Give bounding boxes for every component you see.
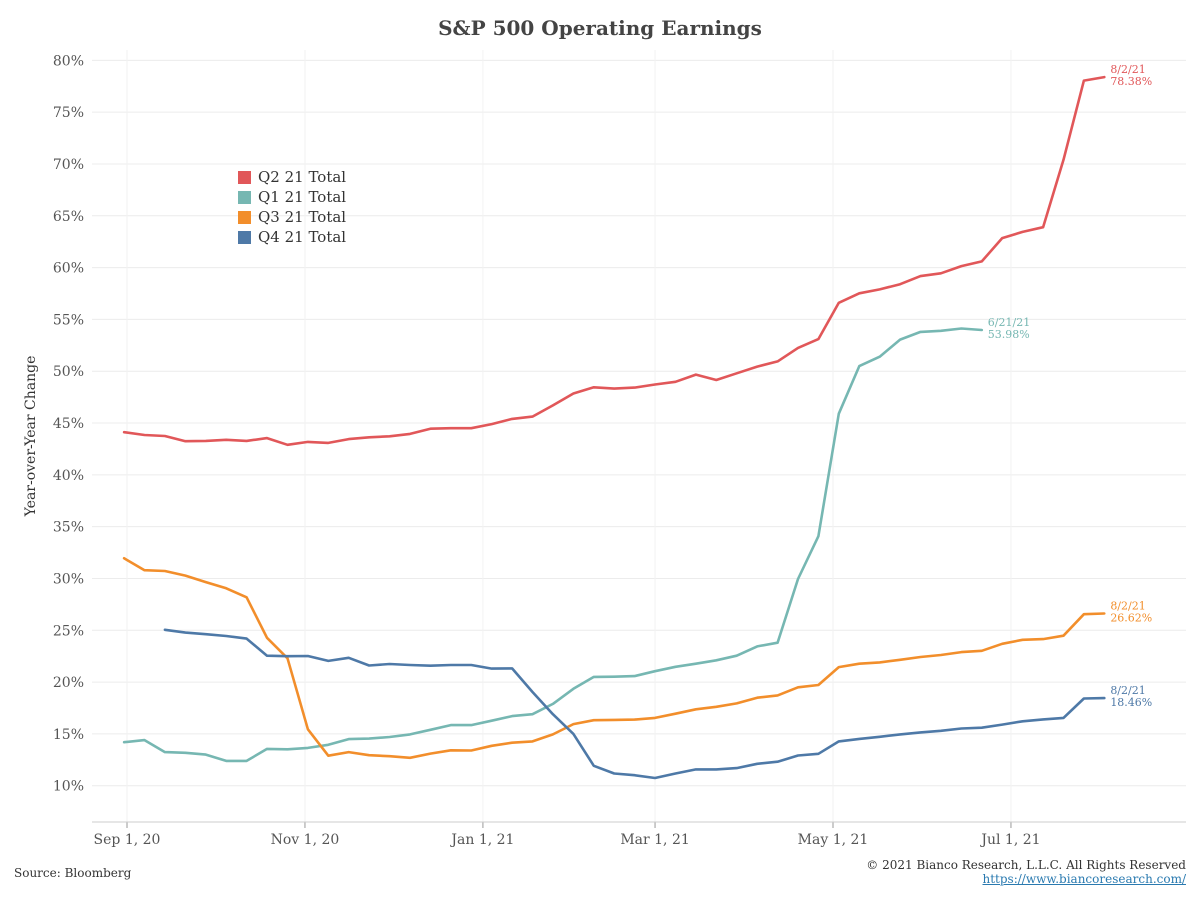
- chart-title: S&P 500 Operating Earnings: [438, 16, 762, 40]
- y-tick-label: 40%: [53, 468, 84, 484]
- y-tick-label: 15%: [53, 727, 84, 743]
- y-tick-label: 45%: [53, 416, 84, 432]
- x-tick-label: Jul 1, 21: [979, 832, 1040, 848]
- y-tick-label: 25%: [53, 623, 84, 639]
- legend-label: Q4 21 Total: [258, 228, 347, 246]
- series-line-q3-21-total: [122, 556, 1106, 760]
- y-tick-label: 70%: [53, 157, 84, 173]
- legend-label: Q3 21 Total: [258, 208, 347, 226]
- legend: Q2 21 Total Q1 21 Total Q3 21 Total Q4 21 T…: [238, 167, 346, 247]
- y-axis-title: Year-over-Year Change: [23, 356, 39, 518]
- y-tick-label: 20%: [53, 675, 84, 691]
- x-tick-label: Jan 1, 21: [449, 832, 514, 848]
- end-label-value: 26.62%: [1110, 612, 1152, 625]
- legend-item: Q4 21 Total: [238, 227, 346, 247]
- y-tick-label: 80%: [53, 53, 84, 69]
- legend-item: Q2 21 Total: [238, 167, 346, 187]
- copyright-block: © 2021 Bianco Research, L.L.C. All Right…: [866, 858, 1186, 886]
- y-tick-label: 75%: [53, 105, 84, 121]
- website-link[interactable]: https://www.biancoresearch.com/: [982, 872, 1186, 886]
- y-tick-label: 35%: [53, 520, 84, 536]
- x-axis: Sep 1, 20 Nov 1, 20 Jan 1, 21 Mar 1, 21 May …: [92, 821, 1186, 848]
- end-label-date: 8/2/21: [1110, 684, 1145, 697]
- y-tick-label: 10%: [53, 779, 84, 795]
- end-label-value: 53.98%: [988, 328, 1030, 341]
- end-label-date: 8/2/21: [1110, 600, 1145, 613]
- y-tick-label: 55%: [53, 312, 84, 328]
- end-label-date: 6/21/21: [988, 316, 1030, 329]
- end-label-value: 18.46%: [1110, 696, 1152, 709]
- end-label-value: 78.38%: [1110, 75, 1152, 88]
- end-label-date: 8/2/21: [1110, 63, 1145, 76]
- legend-item: Q1 21 Total: [238, 187, 346, 207]
- x-tick-label: Nov 1, 20: [271, 832, 340, 848]
- legend-swatch: [238, 210, 251, 224]
- copyright-text: © 2021 Bianco Research, L.L.C. All Right…: [866, 858, 1186, 872]
- y-tick-label: 30%: [53, 571, 84, 587]
- y-tick-label: 60%: [53, 261, 84, 277]
- x-tick-label: May 1, 21: [798, 832, 869, 848]
- gridlines: [92, 50, 1186, 822]
- legend-swatch: [238, 230, 251, 244]
- y-axis: 10% 15% 20% 25% 30% 35% 40% 45% 50% 55% 60% 65% 70% 7…: [53, 53, 84, 794]
- x-tick-label: Mar 1, 21: [620, 832, 689, 848]
- x-tick-label: Sep 1, 20: [94, 832, 161, 848]
- source-note: Source: Bloomberg: [14, 866, 132, 880]
- legend-label: Q1 21 Total: [258, 188, 347, 206]
- series-line-q1-21-total: [122, 327, 984, 763]
- series-line-q2-21-total: [122, 75, 1106, 447]
- legend-item: Q3 21 Total: [238, 207, 346, 227]
- end-labels: 8/2/2178.38%6/21/2153.98%8/2/2126.62%8/2…: [988, 63, 1152, 709]
- y-tick-label: 65%: [53, 209, 84, 225]
- legend-swatch: [238, 170, 251, 184]
- series-line-q4-21-total: [163, 628, 1106, 780]
- series-lines: [122, 75, 1106, 780]
- legend-swatch: [238, 190, 251, 204]
- y-tick-label: 50%: [53, 364, 84, 380]
- legend-label: Q2 21 Total: [258, 168, 347, 186]
